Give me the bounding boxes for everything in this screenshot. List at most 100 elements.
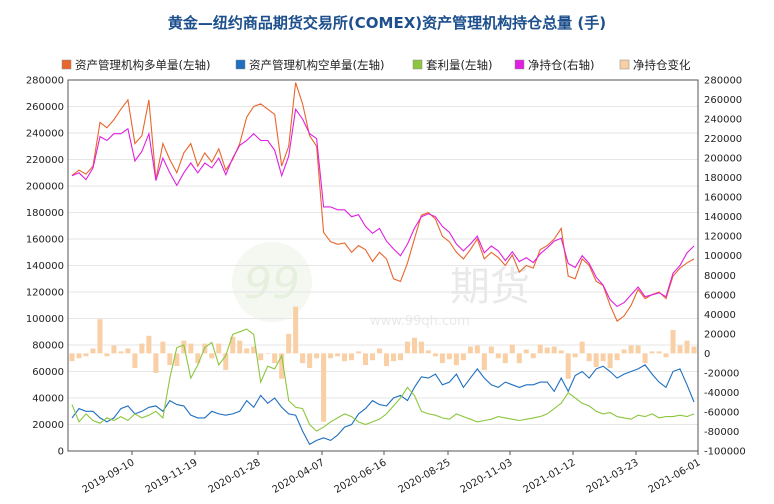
net-change-bar bbox=[684, 340, 690, 354]
net-change-bar bbox=[481, 353, 487, 370]
left-tick-label: 260000 bbox=[26, 102, 64, 113]
net-change-bar bbox=[691, 346, 697, 354]
left-tick-label: 100000 bbox=[26, 314, 64, 325]
series-line bbox=[71, 328, 695, 432]
right-tick-label: -100000 bbox=[704, 447, 746, 458]
left-tick-label: 200000 bbox=[26, 182, 64, 193]
net-change-bar bbox=[516, 353, 522, 364]
left-tick-label: 160000 bbox=[26, 235, 64, 246]
net-change-bar bbox=[628, 345, 634, 354]
net-change-bar bbox=[160, 341, 166, 354]
right-tick-label: -40000 bbox=[704, 388, 739, 399]
legend-swatch bbox=[619, 59, 630, 70]
net-change-bar bbox=[223, 353, 229, 370]
right-tick-label: 20000 bbox=[704, 329, 736, 340]
net-change-bar bbox=[237, 340, 243, 354]
net-change-bar bbox=[551, 346, 557, 354]
watermark-url: www.99qh.com bbox=[370, 314, 470, 329]
left-tick-label: 220000 bbox=[26, 155, 64, 166]
net-change-bar bbox=[509, 344, 515, 354]
legend-label: 资产管理机构多单量(左轴) bbox=[75, 58, 210, 72]
series-line bbox=[71, 82, 695, 322]
net-change-bar bbox=[132, 353, 138, 369]
left-tick-label: 20000 bbox=[32, 420, 64, 431]
net-change-bar bbox=[146, 335, 152, 354]
net-change-bar bbox=[293, 306, 299, 354]
net-change-bar bbox=[90, 348, 96, 354]
x-tick-label: 2019-09-10 bbox=[81, 457, 137, 496]
net-change-bar bbox=[153, 353, 159, 373]
right-tick-label: 140000 bbox=[704, 212, 742, 223]
right-tick-label: -60000 bbox=[704, 407, 739, 418]
net-change-bar bbox=[572, 353, 578, 358]
series-line bbox=[71, 107, 695, 308]
x-tick-label: 2021-03-23 bbox=[585, 457, 641, 496]
net-change-bar bbox=[195, 353, 201, 364]
net-change-bar bbox=[83, 353, 89, 357]
net-change-bar bbox=[230, 336, 236, 354]
net-change-bar bbox=[635, 345, 641, 354]
left-tick-label: 280000 bbox=[26, 76, 64, 87]
watermark-brand: 期货 bbox=[450, 264, 530, 310]
net-change-bar bbox=[356, 351, 362, 354]
right-tick-label: 100000 bbox=[704, 251, 742, 262]
net-change-bar bbox=[600, 353, 606, 362]
right-axis: -100000 -80000 -60000 -40000 -20000 0 20000 400… bbox=[704, 76, 746, 458]
net-change-bar bbox=[579, 341, 585, 354]
net-change-bar bbox=[342, 353, 348, 362]
net-change-bar bbox=[383, 353, 390, 367]
right-tick-label: 40000 bbox=[704, 310, 736, 321]
legend-swatch bbox=[412, 59, 423, 70]
net-change-bar bbox=[209, 353, 215, 359]
chart-title: 黄金—纽约商品期货交易所(COMEX)资产管理机构持仓总量 (手) bbox=[168, 14, 606, 32]
net-change-bar bbox=[425, 350, 431, 354]
x-tick-label: 2021-06-01 bbox=[647, 457, 703, 496]
right-tick-label: 220000 bbox=[704, 134, 742, 145]
net-change-bar bbox=[565, 353, 571, 379]
net-change-bar bbox=[530, 353, 536, 359]
x-axis: 2019-09-10 2019-11-19 2020-01-28 2020-04-07… bbox=[81, 451, 703, 496]
legend-label: 净持仓(右轴) bbox=[528, 58, 594, 72]
net-change-bar bbox=[614, 353, 620, 361]
net-change-bar bbox=[104, 353, 110, 357]
net-change-bar bbox=[216, 343, 222, 354]
right-tick-label: 60000 bbox=[704, 290, 736, 301]
net-change-bar bbox=[69, 353, 75, 362]
net-change-bar bbox=[244, 348, 250, 354]
legend-swatch bbox=[61, 59, 72, 70]
net-change-bar bbox=[474, 345, 480, 354]
legend-label: 套利量(左轴) bbox=[426, 58, 492, 72]
left-tick-label: 80000 bbox=[32, 341, 64, 352]
right-tick-label: 240000 bbox=[704, 115, 742, 126]
net-change-bar bbox=[321, 353, 327, 422]
net-change-bar bbox=[453, 353, 459, 366]
net-change-bar bbox=[439, 353, 445, 364]
legend-swatch bbox=[235, 59, 246, 70]
right-tick-label: 180000 bbox=[704, 173, 742, 184]
net-change-bar bbox=[188, 343, 194, 354]
left-tick-label: 140000 bbox=[26, 261, 64, 272]
net-change-bar bbox=[418, 341, 424, 354]
net-change-bar bbox=[307, 353, 313, 369]
net-change-bar bbox=[376, 348, 383, 354]
net-change-bar bbox=[76, 353, 82, 359]
series-lines bbox=[71, 82, 695, 446]
net-change-bar bbox=[404, 341, 410, 354]
x-tick-label: 2020-06-16 bbox=[333, 457, 389, 496]
net-change-bar bbox=[279, 353, 285, 379]
net-change-bar bbox=[670, 329, 676, 354]
net-change-bar bbox=[432, 353, 438, 357]
x-tick-label: 2020-11-03 bbox=[459, 457, 515, 496]
net-change-bar bbox=[390, 353, 396, 362]
x-tick-label: 2019-11-19 bbox=[144, 457, 200, 496]
net-change-bar bbox=[537, 344, 543, 354]
net-change-bar bbox=[488, 346, 494, 354]
right-tick-label: 80000 bbox=[704, 271, 736, 282]
net-change-bar bbox=[111, 345, 117, 354]
net-change-bar bbox=[467, 346, 473, 354]
net-change-bar bbox=[370, 353, 376, 361]
net-change-bar bbox=[335, 353, 341, 357]
net-change-bar bbox=[125, 348, 131, 354]
net-change-bar bbox=[411, 337, 417, 354]
